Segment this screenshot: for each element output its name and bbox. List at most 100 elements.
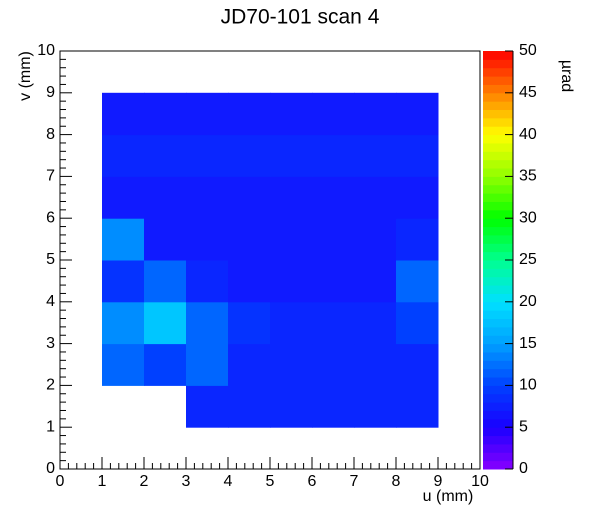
heatmap-cell xyxy=(144,218,187,261)
colorbar-band xyxy=(483,452,513,462)
heatmap-cell xyxy=(102,92,145,136)
colorbar-band xyxy=(483,301,513,311)
heatmap-cell xyxy=(270,385,313,428)
colorbar-band xyxy=(483,427,513,437)
colorbar-band xyxy=(483,193,513,202)
colorbar-band xyxy=(483,268,513,278)
colorbar-band xyxy=(483,201,513,211)
colorbar-band xyxy=(483,226,513,236)
heatmap-cell xyxy=(312,218,355,261)
colorbar-tick-label: 15 xyxy=(519,335,537,352)
colorbar-tick-label: 35 xyxy=(519,168,537,185)
x-tick-label: 1 xyxy=(98,473,107,490)
colorbar-label: µrad xyxy=(558,60,575,92)
heatmap-cell xyxy=(396,218,439,261)
heatmap-cell xyxy=(102,260,145,303)
heatmap-cell xyxy=(396,301,439,345)
heatmap-cell xyxy=(270,301,313,345)
heatmap-cell xyxy=(354,92,397,136)
x-tick-label: 10 xyxy=(471,473,489,490)
colorbar-band xyxy=(483,151,513,161)
heatmap-cell xyxy=(186,218,229,261)
y-tick-label: 7 xyxy=(46,168,55,185)
colorbar-band xyxy=(483,209,513,219)
colorbar-band xyxy=(483,443,513,453)
colorbar-band xyxy=(483,51,513,60)
y-tick-label: 9 xyxy=(46,84,55,101)
colorbar-band xyxy=(483,343,513,353)
heatmap-cell xyxy=(102,343,145,386)
y-axis-label: v (mm) xyxy=(17,51,34,101)
heatmap-cell xyxy=(186,176,229,219)
heatmap-cell xyxy=(354,301,397,345)
colorbar-tick-label: 50 xyxy=(519,42,537,59)
heatmap-cell xyxy=(312,301,355,345)
colorbar-band xyxy=(483,418,513,428)
heatmap-cell xyxy=(228,134,271,177)
heatmap-cell xyxy=(312,176,355,219)
colorbar-band xyxy=(483,460,513,470)
colorbar-band xyxy=(483,318,513,328)
colorbar-tick-label: 0 xyxy=(519,460,528,477)
x-tick-label: 9 xyxy=(434,473,443,490)
colorbar-band xyxy=(483,142,513,152)
heatmap-cell xyxy=(354,218,397,261)
colorbar-tick-label: 40 xyxy=(519,126,537,143)
heatmap-cell xyxy=(186,260,229,303)
heatmap-cell xyxy=(186,301,229,345)
colorbar-band xyxy=(483,251,513,261)
heatmap-cell xyxy=(144,92,187,136)
heatmap-cell xyxy=(354,134,397,177)
heatmap-cell xyxy=(312,385,355,428)
x-tick-label: 7 xyxy=(350,473,359,490)
colorbar-tick-label: 5 xyxy=(519,418,528,435)
heatmap-cell xyxy=(354,260,397,303)
chart-title: JD70-101 scan 4 xyxy=(221,6,380,29)
y-tick-label: 4 xyxy=(46,293,55,310)
heatmap-cell xyxy=(396,134,439,177)
colorbar-band xyxy=(483,92,513,102)
heatmap-cell xyxy=(396,92,439,136)
x-tick-label: 8 xyxy=(392,473,401,490)
colorbar-band xyxy=(483,243,513,253)
colorbar-band xyxy=(483,234,513,244)
heatmap-cell xyxy=(270,343,313,386)
colorbar-band xyxy=(483,351,513,361)
colorbar-band xyxy=(483,117,513,127)
colorbar-band xyxy=(483,410,513,420)
x-tick-label: 5 xyxy=(266,473,275,490)
heatmap-cell xyxy=(312,92,355,136)
heatmap-cell xyxy=(144,260,187,303)
colorbar-band xyxy=(483,218,513,228)
heatmap-cell xyxy=(228,260,271,303)
colorbar-band xyxy=(483,276,513,286)
x-tick-label: 4 xyxy=(224,473,233,490)
colorbar-band xyxy=(483,326,513,336)
colorbar-band xyxy=(483,59,513,69)
heatmap-cell xyxy=(396,260,439,303)
y-tick-label: 8 xyxy=(46,126,55,143)
colorbar-band xyxy=(483,168,513,177)
y-tick-label: 5 xyxy=(46,251,55,268)
colorbar-band xyxy=(483,76,513,85)
heatmap-cell xyxy=(228,343,271,386)
colorbar-band xyxy=(483,159,513,169)
colorbar-tick-label: 45 xyxy=(519,84,537,101)
colorbar-band xyxy=(483,368,513,378)
colorbar-band xyxy=(483,293,513,303)
colorbar-band xyxy=(483,67,513,77)
heatmap-cell xyxy=(270,92,313,136)
heatmap-cell xyxy=(312,343,355,386)
colorbar-band xyxy=(483,285,513,294)
heatmap-cell xyxy=(354,176,397,219)
x-tick-label: 0 xyxy=(56,473,65,490)
heatmap-cell xyxy=(312,260,355,303)
colorbar-tick-label: 30 xyxy=(519,209,537,226)
heatmap-cell xyxy=(144,301,187,345)
x-axis-label: u (mm) xyxy=(423,488,474,505)
colorbar-band xyxy=(483,101,513,111)
colorbar-band xyxy=(483,402,513,411)
x-tick-label: 3 xyxy=(182,473,191,490)
heatmap-cell xyxy=(270,176,313,219)
